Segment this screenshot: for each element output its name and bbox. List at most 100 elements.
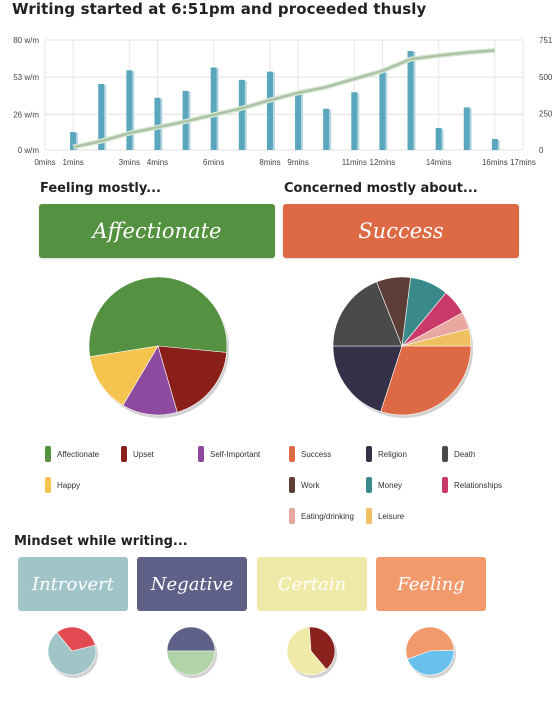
x-tick-label: 9mins — [287, 158, 308, 167]
concern-pie-slice-leisure — [401, 328, 472, 347]
concern-legend-item: Relationships — [442, 477, 502, 493]
bar-11mins — [351, 92, 358, 150]
bar-14mins — [435, 128, 442, 150]
feeling-legend-item: Self-Important — [198, 446, 260, 462]
x-tick-label: 17mins — [510, 158, 536, 167]
mindset-pie-introvert — [47, 626, 98, 678]
bar-10mins — [323, 108, 330, 150]
y-right-tick-label: 500 — [539, 73, 553, 82]
bar-4mins — [154, 97, 161, 150]
mindset-badge-certain: Certain — [257, 557, 367, 611]
x-tick-label: 1mins — [62, 158, 83, 167]
x-tick-label: 3mins — [119, 158, 140, 167]
feeling-legend-swatch — [45, 446, 51, 462]
y-left-tick-label: 26 w/m — [13, 110, 39, 119]
mindset-pie-negative — [166, 626, 217, 678]
y-right-tick-label: 751 — [539, 36, 553, 45]
feeling-pie-slice-affectionate — [88, 276, 228, 358]
mindset-pie-feeling — [405, 626, 456, 678]
mindset-badge-introvert: Introvert — [18, 557, 128, 611]
concern-legend-swatch — [366, 477, 372, 493]
cumulative-words-line — [72, 49, 495, 149]
concern-legend-item: Religion — [366, 446, 407, 462]
feeling-heading: Feeling mostly... — [40, 181, 161, 196]
feeling-legend-label: Self-Important — [210, 449, 261, 459]
x-tick-label: 6mins — [203, 158, 224, 167]
y-right-tick-label: 0 — [539, 146, 544, 155]
concern-pie-slice-death — [332, 281, 403, 347]
concern-pie-slice-success — [380, 345, 472, 416]
x-tick-label: 16mins — [482, 158, 508, 167]
bar-1mins — [70, 132, 77, 150]
x-tick-label: 4mins — [147, 158, 168, 167]
bar-3mins — [126, 70, 133, 150]
feeling-legend-label: Upset — [133, 449, 154, 459]
concern-legend-label: Work — [301, 480, 320, 490]
concern-legend-label: Death — [454, 449, 476, 459]
feeling-pie-slice-upset — [157, 345, 228, 413]
concern-legend-label: Eating/drinking — [301, 511, 354, 521]
x-tick-label: 11mins — [342, 158, 367, 167]
concern-legend-label: Religion — [378, 449, 407, 459]
concern-legend-label: Relationships — [454, 480, 503, 490]
bar-8mins — [266, 71, 273, 150]
concern-legend-swatch — [366, 446, 372, 462]
feeling-legend-label: Happy — [57, 480, 81, 490]
concern-legend-item: Death — [442, 446, 475, 462]
mindset-pie-negative-slice-0 — [166, 626, 216, 652]
mindset-badge-feeling: Feeling — [376, 557, 486, 611]
concern-legend-item: Money — [366, 477, 402, 493]
feeling-pie-chart — [88, 276, 229, 418]
mindset-pie-certain-slice-0 — [286, 626, 327, 676]
concern-legend-swatch — [442, 446, 448, 462]
y-left-tick-label: 0 w/m — [18, 146, 40, 155]
mindset-heading: Mindset while writing... — [14, 534, 188, 549]
concern-pie-chart — [332, 276, 473, 418]
bar-12mins — [379, 71, 386, 150]
bar-9mins — [295, 92, 302, 150]
y-left-tick-label: 80 w/m — [13, 36, 39, 45]
feeling-legend-swatch — [121, 446, 127, 462]
x-tick-label: 0mins — [34, 158, 55, 167]
concern-legend-item: Leisure — [366, 508, 404, 524]
mindset-pie-negative-slice-1 — [166, 650, 216, 676]
feeling-legend-swatch — [45, 477, 51, 493]
page-title: Writing started at 6:51pm and proceeded … — [12, 0, 427, 18]
feeling-legend-swatch — [198, 446, 204, 462]
feeling-legend-item: Affectionate — [45, 446, 99, 462]
mindset-pie-feeling-slice-0 — [405, 626, 455, 660]
concern-pie-slice-religion — [332, 345, 403, 413]
words-per-minute-chart: 0 w/m 26 w/m 53 w/m 80 w/m 0mins 1mins 3mins 4m… — [13, 36, 553, 167]
mindset-pie-introvert-slice-1 — [56, 626, 96, 652]
concern-heading: Concerned mostly about... — [284, 181, 478, 196]
concern-legend-swatch — [366, 508, 372, 524]
feeling-legend-item: Happy — [45, 477, 80, 493]
concern-legend-swatch — [289, 477, 295, 493]
concern-legend-item: Work — [289, 477, 320, 493]
concern-legend-swatch — [442, 477, 448, 493]
bar-2mins — [98, 84, 105, 150]
concern-legend-label: Leisure — [378, 511, 405, 521]
x-tick-label: 14mins — [426, 158, 452, 167]
feeling-pie-slice-self-important — [122, 345, 178, 416]
concern-legend-item: Eating/drinking — [289, 508, 354, 524]
bar-15mins — [463, 107, 470, 150]
mindset-pie-certain-slice-1 — [309, 626, 336, 670]
feeling-legend-label: Affectionate — [57, 449, 100, 459]
feeling-pie-slice-happy — [89, 345, 159, 406]
x-tick-label: 8mins — [259, 158, 280, 167]
concern-badge: Success — [283, 204, 519, 258]
concern-legend-item: Success — [289, 446, 331, 462]
bar-13mins — [407, 51, 414, 150]
concern-legend-swatch — [289, 508, 295, 524]
bar-16mins — [491, 139, 498, 150]
concern-legend-label: Success — [301, 449, 332, 459]
mindset-pie-certain — [286, 626, 337, 678]
mindset-pie-introvert-slice-0 — [47, 631, 97, 676]
bar-7mins — [238, 79, 245, 150]
bar-6mins — [210, 67, 217, 150]
y-left-tick-label: 53 w/m — [13, 73, 39, 82]
mindset-badge-negative: Negative — [137, 557, 247, 611]
feeling-legend-item: Upset — [121, 446, 154, 462]
concern-legend-swatch — [289, 446, 295, 462]
